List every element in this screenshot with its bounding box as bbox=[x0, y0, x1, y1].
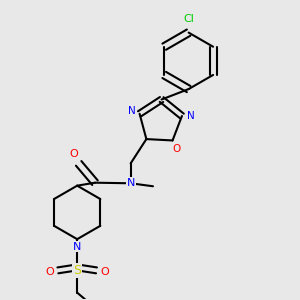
Text: O: O bbox=[70, 149, 79, 160]
Text: O: O bbox=[172, 144, 180, 154]
Text: Cl: Cl bbox=[183, 14, 194, 24]
Text: N: N bbox=[73, 242, 81, 252]
Text: O: O bbox=[100, 267, 109, 277]
Text: N: N bbox=[187, 111, 195, 121]
Text: N: N bbox=[128, 106, 136, 116]
Text: N: N bbox=[127, 178, 135, 188]
Text: S: S bbox=[73, 264, 81, 277]
Text: O: O bbox=[45, 267, 54, 277]
